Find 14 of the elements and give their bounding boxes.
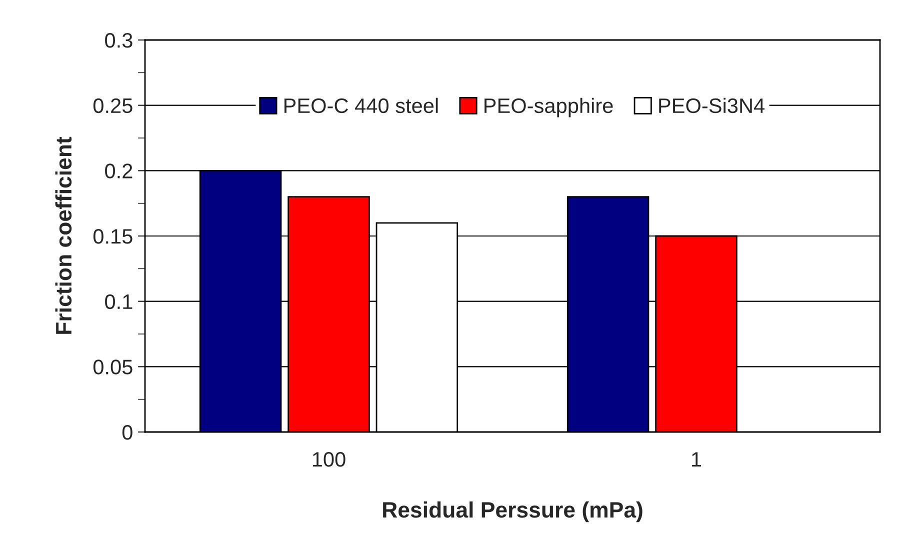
- x-axis-title: Residual Perssure (mPa): [383, 501, 642, 522]
- y-tick-label: 0.2: [105, 164, 132, 178]
- legend-label: PEO-Si3N4: [659, 98, 765, 114]
- x-tick-label: 1: [692, 452, 702, 467]
- y-tick-label: 0.3: [105, 33, 132, 48]
- y-tick-label: 0.25: [93, 98, 132, 114]
- x-tick-label: 100: [312, 452, 346, 467]
- y-tick-label: 0.15: [93, 229, 132, 244]
- y-tick-label: 0.05: [93, 360, 132, 374]
- y-tick-label: 0.1: [105, 294, 132, 310]
- legend-label: PEO-sapphire: [484, 98, 613, 118]
- legend-label: PEO-C 440 steel: [284, 98, 438, 114]
- y-tick-label: 0: [122, 425, 132, 440]
- y-axis-title: Friction coefficient: [55, 136, 72, 334]
